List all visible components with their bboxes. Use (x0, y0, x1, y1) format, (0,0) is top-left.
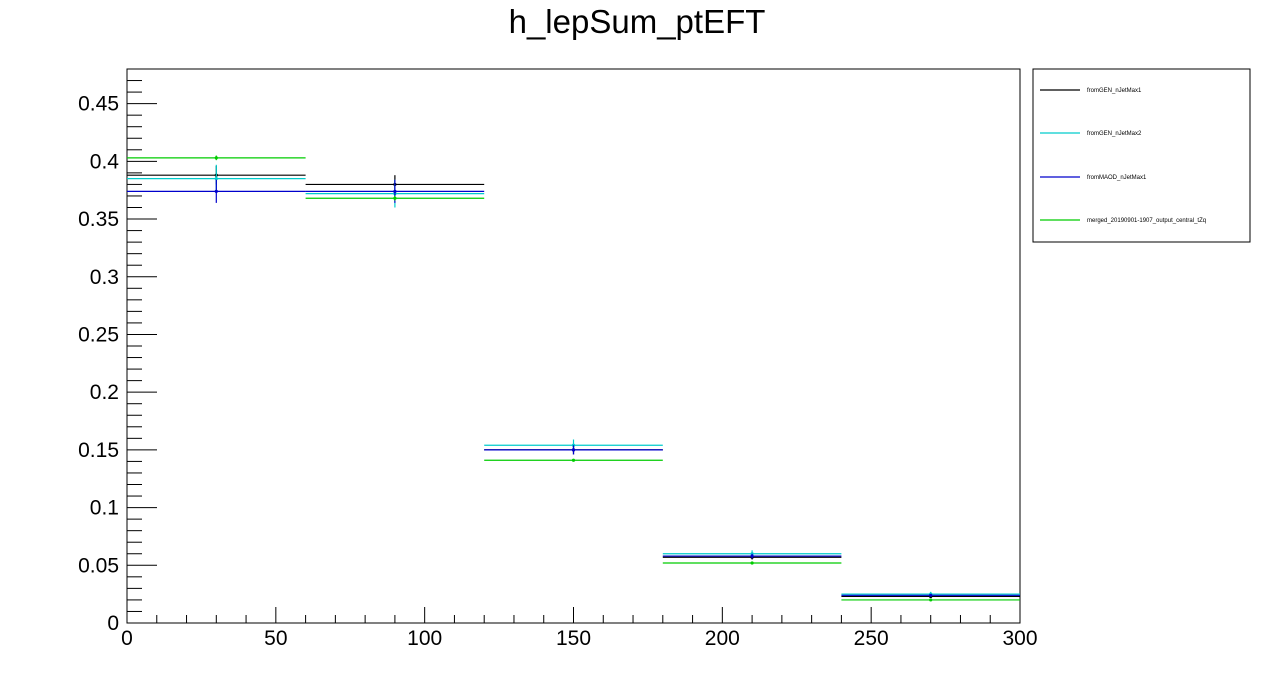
data-point (571, 448, 576, 452)
data-point (214, 156, 218, 160)
legend-label: merged_20190901-1907_output_central_tZq (1087, 218, 1206, 224)
y-tick-label: 0.15 (78, 439, 119, 462)
x-tick-label: 200 (705, 627, 740, 650)
data-point (750, 561, 754, 565)
data-point (214, 189, 218, 193)
legend-label: fromMAOD_nJetMax1 (1087, 175, 1147, 181)
series-merged_20190901-1907_output_central_tZq (127, 155, 1020, 602)
x-tick-label: 300 (1002, 627, 1037, 650)
x-tick-label: 150 (556, 627, 591, 650)
series-fromGEN_nJetMax1 (127, 165, 1020, 599)
data-point (393, 196, 397, 200)
y-tick-label: 0.05 (78, 554, 119, 577)
x-tick-label: 0 (121, 627, 133, 650)
plot-frame (126, 68, 1021, 624)
x-tick-label: 250 (854, 627, 889, 650)
y-tick-label: 0.25 (78, 323, 119, 346)
legend-label: fromGEN_nJetMax2 (1087, 131, 1142, 137)
series-fromGEN_nJetMax2 (127, 164, 1020, 597)
data-point (929, 598, 933, 602)
chart-title: h_lepSum_ptEFT (509, 3, 766, 40)
y-tick-label: 0.35 (78, 208, 119, 231)
x-axis: 0 50 100 150 200 250 300 (121, 607, 1038, 650)
legend-label: fromGEN_nJetMax1 (1087, 88, 1142, 94)
y-tick-label: 0.3 (90, 266, 119, 289)
y-tick-label: 0.45 (78, 93, 119, 116)
y-tick-label: 0.4 (90, 150, 120, 173)
legend-box (1032, 68, 1251, 243)
series-fromMAOD_nJetMax1 (127, 179, 1020, 597)
series-layer (127, 155, 1020, 602)
data-point (750, 554, 754, 558)
data-point (571, 458, 576, 462)
y-tick-label: 0.2 (90, 381, 119, 404)
data-point (393, 189, 397, 193)
y-tick-label: 0 (107, 612, 119, 635)
data-point (214, 177, 218, 181)
x-tick-label: 100 (407, 627, 442, 650)
y-axis: 0 0.05 0.1 0.15 0.2 0.25 0.3 0.35 0.4 0.45 (78, 68, 157, 635)
data-point (929, 593, 933, 597)
x-tick-label: 50 (264, 627, 287, 650)
legend: fromGEN_nJetMax1 fromGEN_nJetMax2 fromMAOD… (1032, 68, 1251, 243)
y-tick-label: 0.1 (90, 497, 119, 520)
